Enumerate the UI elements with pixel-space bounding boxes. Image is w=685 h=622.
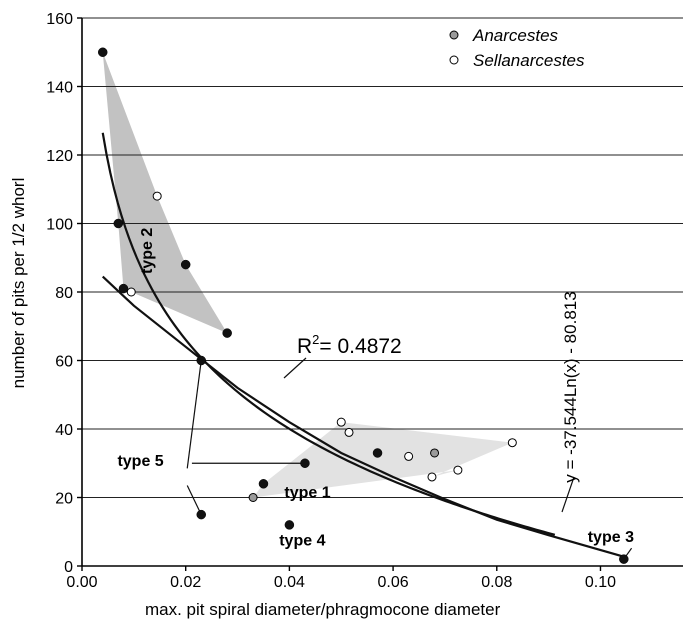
x-tick-label-0.06: 0.06 — [378, 574, 409, 591]
data-point-black-7 — [258, 479, 269, 489]
data-point-black-2 — [118, 283, 129, 294]
data-point-black-10 — [372, 448, 383, 458]
legend-label-sellanarcestes: Sellanarcestes — [473, 51, 585, 70]
second-fit-curve — [101, 275, 627, 559]
data-point-grey-0 — [248, 493, 258, 502]
leader-line-2 — [186, 485, 202, 515]
legend-label-anarcestes: Anarcestes — [472, 26, 559, 45]
data-point-grey-1 — [430, 448, 440, 458]
y-tick-label-40: 40 — [55, 422, 73, 439]
legend-marker-anarcestes — [449, 30, 459, 40]
data-point-black-6 — [196, 509, 206, 520]
data-point-white-4 — [404, 451, 414, 461]
r-squared-label: R2= 0.4872 — [297, 332, 402, 358]
y-axis-title: number of pits per 1/2 whorl — [9, 178, 28, 389]
leader-line-1 — [186, 360, 202, 469]
hull-type-2 — [102, 52, 228, 334]
x-tick-label-0.00: 0.00 — [66, 574, 97, 591]
hull-type-1 — [253, 422, 513, 498]
x-tick-label-0.08: 0.08 — [481, 574, 512, 591]
y-tick-label-100: 100 — [46, 217, 73, 234]
annotation-type-5: type 5 — [117, 453, 163, 470]
r-squared-r: R — [297, 335, 312, 358]
x-tick-label-0.02: 0.02 — [170, 574, 201, 591]
x-axis-title: max. pit spiral diameter/phragmocone dia… — [145, 600, 501, 619]
r-squared-pointer — [283, 357, 307, 379]
annotation-type-2: type 2 — [139, 228, 156, 274]
y-tick-label-20: 20 — [55, 491, 73, 508]
legend: Anarcestes Sellanarcestes — [449, 26, 585, 70]
y-tick-label-80: 80 — [55, 285, 73, 302]
data-point-white-1 — [126, 287, 136, 297]
r-squared-sup: 2 — [312, 332, 319, 347]
data-point-white-0 — [152, 191, 162, 201]
legend-marker-sellanarcestes — [449, 55, 459, 65]
data-point-black-3 — [180, 259, 191, 270]
y-tick-label-120: 120 — [46, 148, 73, 165]
x-tick-label-0.04: 0.04 — [274, 574, 305, 591]
data-point-black-4 — [222, 328, 232, 338]
y-tick-label-0: 0 — [64, 559, 73, 576]
log-fit-equation-pointer — [561, 476, 575, 513]
y-tick-label-60: 60 — [55, 354, 73, 371]
y-tick-label-140: 140 — [46, 80, 73, 97]
data-point-black-11 — [619, 554, 629, 564]
y-tick-label-160: 160 — [46, 11, 73, 28]
data-point-white-2 — [336, 417, 346, 427]
data-point-black-0 — [97, 47, 108, 57]
x-tick-label-0.10: 0.10 — [585, 574, 616, 591]
annotation-type-1: type 1 — [284, 485, 330, 502]
annotation-type-3: type 3 — [588, 529, 634, 546]
data-point-black-9 — [284, 520, 295, 530]
data-point-white-6 — [453, 465, 463, 475]
data-point-white-7 — [507, 438, 517, 448]
r-squared-value: = 0.4872 — [319, 335, 401, 358]
data-point-black-1 — [113, 218, 124, 229]
data-point-white-5 — [427, 472, 437, 482]
annotation-type-4: type 4 — [279, 532, 325, 549]
data-point-black-8 — [300, 458, 310, 468]
data-point-black-5 — [196, 355, 206, 366]
data-point-white-3 — [344, 427, 354, 437]
log-fit-equation: y = -37.544Ln(x) - 80.813 — [561, 291, 580, 482]
